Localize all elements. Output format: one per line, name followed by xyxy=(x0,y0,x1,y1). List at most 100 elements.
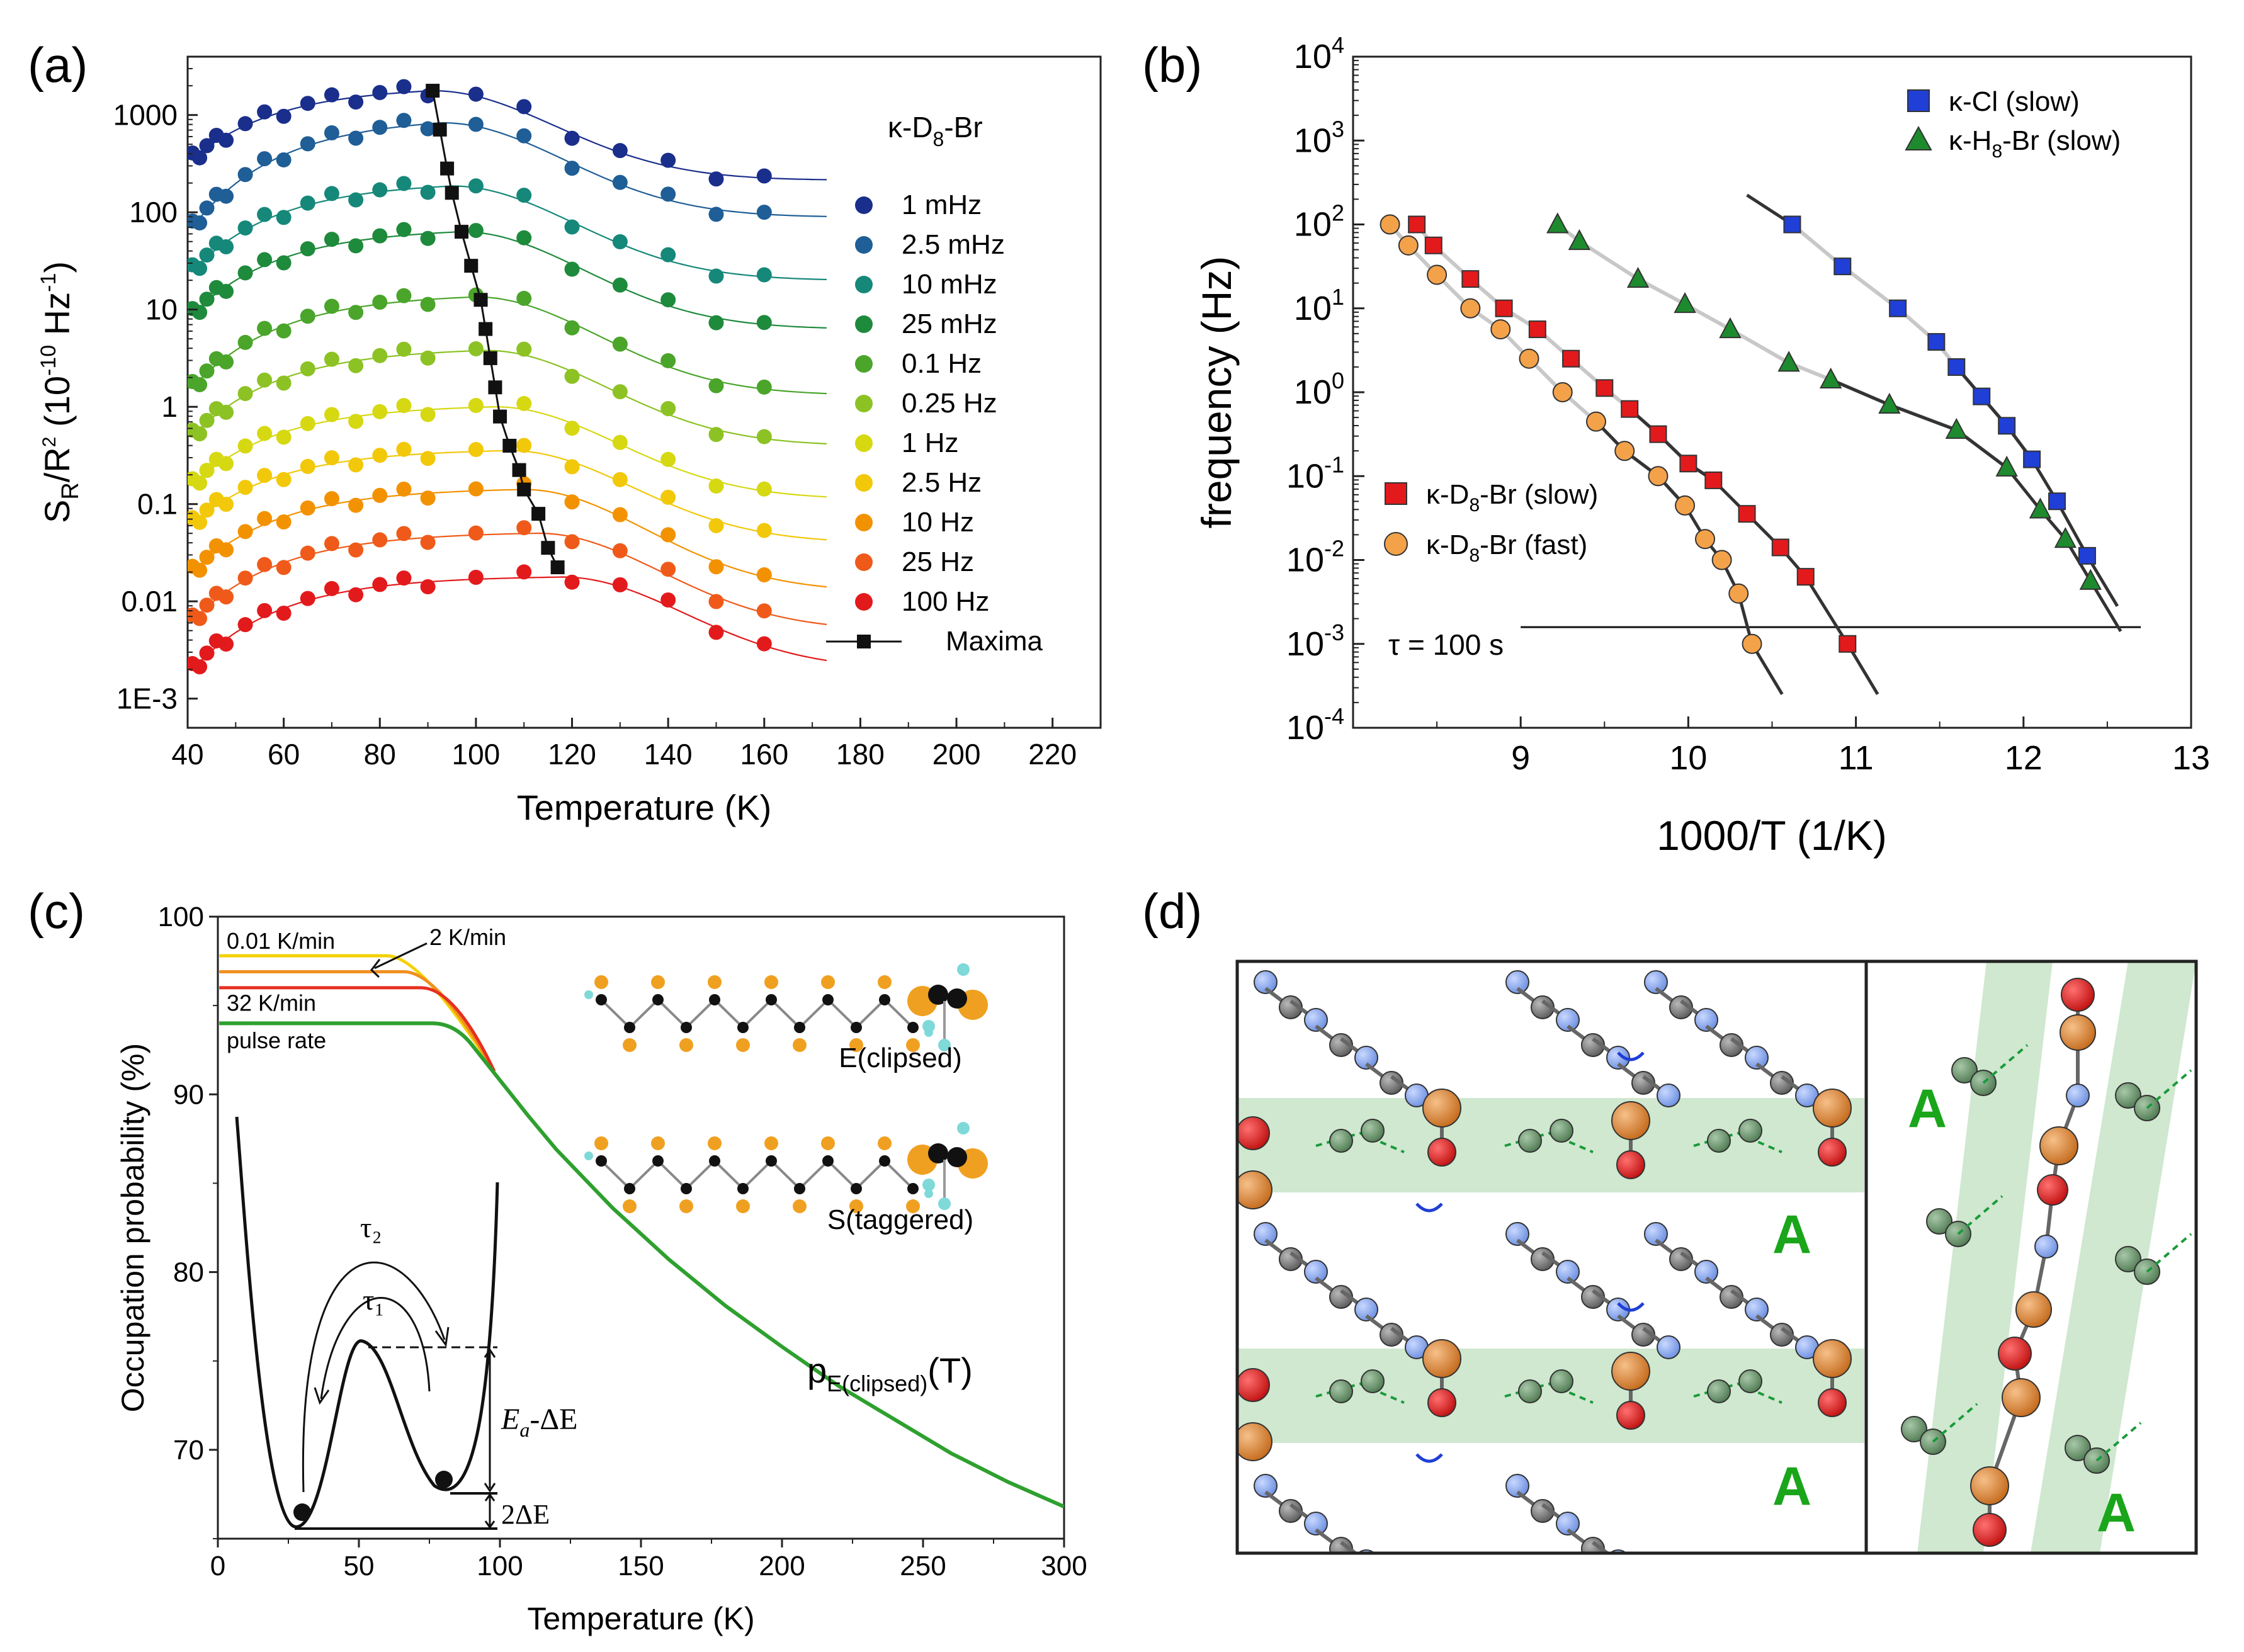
c-mol-staggered-sulfur xyxy=(764,1136,778,1150)
a-data-point xyxy=(516,128,532,144)
panel-label-a: (a) xyxy=(28,37,88,93)
molecule-insets xyxy=(584,963,988,1213)
a-legend-marker-6 xyxy=(855,434,873,452)
a-data-point xyxy=(276,375,292,391)
a-data-point xyxy=(257,320,273,336)
a-data-point xyxy=(237,265,253,281)
a-data-point xyxy=(420,230,436,246)
c-mol-staggered-carbon xyxy=(879,1155,890,1167)
panel-a-xlabel: Temperature (K) xyxy=(517,788,772,827)
b-data-square xyxy=(1738,505,1756,523)
c-ethyl-eclipsed-c2 xyxy=(947,988,967,1009)
a-data-point xyxy=(257,603,273,618)
well-ball-left xyxy=(293,1503,311,1521)
a-data-point xyxy=(516,230,532,246)
d-ethylene-atom xyxy=(1926,1208,1952,1235)
c-xtick-label: 50 xyxy=(344,1551,375,1581)
b-data-triangle xyxy=(1674,291,1696,314)
b-data-circle xyxy=(1427,264,1448,285)
c-mol-staggered-carbon xyxy=(907,1183,919,1194)
a-xtick-label: 160 xyxy=(740,738,788,771)
c-mol-staggered-bond xyxy=(685,1160,716,1190)
c-mol-staggered-bond xyxy=(713,1160,744,1190)
c-mol-staggered-sulfur xyxy=(708,1136,722,1150)
c-label-0: 0.01 K/min xyxy=(227,928,335,954)
b-data-circle xyxy=(1614,441,1635,461)
a-data-point xyxy=(324,407,339,422)
a-data-point xyxy=(199,412,215,428)
a-data-point xyxy=(300,96,315,111)
label-a-2: A xyxy=(1772,1456,1811,1517)
tau2-arrowhead xyxy=(434,1327,450,1347)
a-xtick-label: 200 xyxy=(932,738,981,771)
c-ytick-label: 90 xyxy=(173,1079,204,1110)
a-data-point xyxy=(396,481,412,497)
a-fit-curve-10 xyxy=(191,576,827,670)
a-data-point xyxy=(612,143,628,159)
a-maxima-point xyxy=(488,380,502,395)
d-br-atom xyxy=(1818,1138,1847,1167)
d-br-atom xyxy=(1427,1138,1456,1167)
d-chain-atom xyxy=(1644,970,1668,994)
tau2-arrow xyxy=(302,1261,446,1493)
a-data-point xyxy=(708,427,724,443)
a-data-point xyxy=(276,429,292,445)
a-data-point xyxy=(199,645,215,661)
a-data-point xyxy=(396,341,412,357)
c-mol-staggered-bond xyxy=(855,1160,886,1190)
b-legend-marker-2 xyxy=(1907,89,1930,112)
d-chain-atom xyxy=(1304,1008,1328,1032)
b-data-triangle xyxy=(1568,229,1591,251)
a-data-point xyxy=(612,543,628,558)
d-chain-atom xyxy=(1405,1588,1428,1610)
d-hbond xyxy=(2095,1422,2142,1462)
c-mol-eclipsed-carbon xyxy=(851,1022,862,1033)
b-legend-marker-3 xyxy=(1905,125,1932,150)
panel-c-curve-label: pE(clipsed)(T) xyxy=(807,1350,973,1396)
d-chain-atom xyxy=(1657,1335,1680,1359)
well-ball-right xyxy=(435,1471,453,1488)
d-column-atom xyxy=(2002,1378,2041,1417)
a-data-point xyxy=(237,220,253,236)
a-maxima-point xyxy=(483,351,497,365)
a-legend-maxima-marker xyxy=(857,635,871,648)
c-label-2: 32 K/min xyxy=(227,990,316,1016)
double-well-inset: τ₂ τ₁ Ea-ΔE 2ΔE xyxy=(235,1116,578,1530)
b-data-triangle xyxy=(2079,569,2102,590)
a-data-point xyxy=(257,151,273,167)
a-maxima-point xyxy=(517,482,531,497)
b-ytick-label: 10-1 xyxy=(1286,451,1344,495)
b-data-triangle xyxy=(2029,497,2052,519)
b-data-triangle xyxy=(1546,212,1569,234)
a-data-point xyxy=(516,99,532,115)
b-data-circle xyxy=(1380,214,1400,235)
c-mol-eclipsed-carbon xyxy=(737,1022,749,1033)
a-maxima-point xyxy=(512,463,526,477)
a-data-point xyxy=(420,297,436,312)
b-data-square xyxy=(1973,387,1991,405)
a-data-point xyxy=(372,228,388,244)
c-mol-staggered-carbon xyxy=(596,1155,607,1167)
a-data-point xyxy=(420,184,436,200)
a-data-point xyxy=(218,542,234,558)
b-data-square xyxy=(1927,333,1946,351)
a-data-point xyxy=(708,268,724,284)
a-data-point xyxy=(257,426,273,441)
a-maxima-point xyxy=(479,322,493,336)
b-data-square xyxy=(1461,270,1480,288)
b-data-square xyxy=(1796,568,1815,586)
panel-c: 0 50 100 150 200 250 300 70 80 90 100 0.01 K/min 2 … xyxy=(115,902,1087,1636)
a-legend-label-5: 0.25 Hz xyxy=(902,388,997,419)
c-mol-eclipsed-bond xyxy=(628,999,659,1029)
d-ethylene-atom xyxy=(1901,1416,1927,1442)
a-legend-marker-8 xyxy=(855,514,873,531)
a-data-point xyxy=(564,534,580,550)
c-mol-staggered-bond xyxy=(770,1160,801,1190)
c-mol-eclipsed-bond xyxy=(770,999,801,1029)
c-mol-staggered-sulfur xyxy=(594,1136,608,1150)
c-mol-eclipsed-bond xyxy=(685,999,716,1029)
a-data-point xyxy=(324,87,339,103)
c-xtick-label: 100 xyxy=(477,1551,523,1581)
d-ethylene-atom xyxy=(2115,1082,2141,1109)
a-legend-marker-3 xyxy=(855,315,873,333)
